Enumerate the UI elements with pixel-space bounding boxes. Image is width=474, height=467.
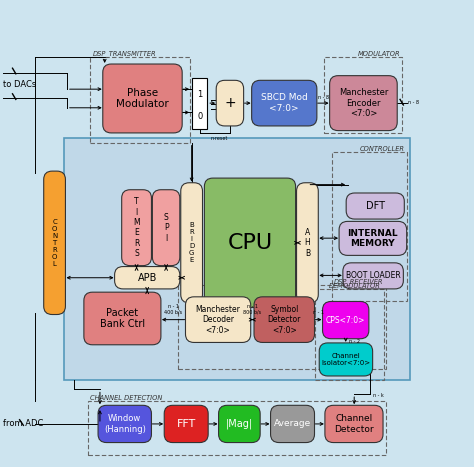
Bar — [91, 57, 190, 143]
Text: CHANNEL DETECTION: CHANNEL DETECTION — [91, 395, 163, 401]
Text: DEMODULATOR: DEMODULATOR — [329, 283, 381, 290]
Text: DFT: DFT — [366, 201, 385, 211]
Text: CPU: CPU — [228, 233, 273, 253]
Text: CONTROLLER: CONTROLLER — [360, 146, 405, 152]
Text: Manchester
Decoder
<7:0>: Manchester Decoder <7:0> — [196, 305, 240, 334]
Text: C
O
N
T
R
O
L: C O N T R O L — [52, 219, 57, 267]
Text: CPS<7:0>: CPS<7:0> — [326, 316, 365, 325]
FancyBboxPatch shape — [271, 405, 315, 443]
Text: n - 1: n - 1 — [313, 310, 324, 315]
FancyBboxPatch shape — [346, 193, 404, 219]
Text: DSP_TRANSMITTER: DSP_TRANSMITTER — [93, 50, 156, 57]
Text: +: + — [224, 96, 236, 110]
Text: INTERNAL
MEMORY: INTERNAL MEMORY — [347, 229, 398, 248]
Bar — [324, 57, 402, 134]
Bar — [192, 78, 207, 129]
Text: S
P
I: S P I — [164, 213, 168, 242]
FancyBboxPatch shape — [115, 267, 180, 289]
Text: Channel
Detector: Channel Detector — [334, 414, 374, 434]
FancyBboxPatch shape — [343, 263, 403, 289]
Text: 0: 0 — [197, 112, 202, 120]
FancyBboxPatch shape — [84, 292, 161, 345]
Text: n - 1
400 b/s: n - 1 400 b/s — [164, 304, 182, 315]
Text: SBCD Mod
<7:0>: SBCD Mod <7:0> — [261, 93, 308, 113]
Bar — [331, 152, 407, 301]
FancyBboxPatch shape — [219, 405, 260, 443]
Bar — [88, 401, 386, 455]
Text: 1: 1 — [197, 90, 202, 99]
Text: Average: Average — [274, 419, 311, 428]
FancyBboxPatch shape — [204, 178, 296, 308]
FancyBboxPatch shape — [153, 190, 180, 266]
FancyBboxPatch shape — [185, 297, 251, 342]
FancyBboxPatch shape — [164, 405, 208, 443]
FancyBboxPatch shape — [339, 221, 407, 255]
FancyBboxPatch shape — [322, 302, 369, 339]
FancyBboxPatch shape — [122, 190, 152, 266]
Text: Window
(Hanning): Window (Hanning) — [104, 414, 146, 434]
FancyBboxPatch shape — [252, 80, 317, 126]
Text: DSP_RECEIVER: DSP_RECEIVER — [334, 278, 383, 285]
Text: B
R
I
D
G
E: B R I D G E — [189, 222, 194, 263]
Text: MODULATOR: MODULATOR — [357, 50, 400, 57]
Text: n - 8: n - 8 — [318, 95, 329, 100]
FancyBboxPatch shape — [103, 64, 182, 133]
Text: BOOT LOADER: BOOT LOADER — [346, 271, 401, 280]
Text: |Mag|: |Mag| — [226, 419, 253, 429]
FancyBboxPatch shape — [44, 171, 65, 314]
Text: T
I
M
E
R
S: T I M E R S — [133, 197, 140, 258]
Text: FFT: FFT — [177, 419, 196, 429]
Text: APB: APB — [137, 273, 157, 283]
Text: A
H
B: A H B — [304, 228, 310, 258]
Text: n - 1
800 b/s: n - 1 800 b/s — [243, 304, 262, 315]
Text: n - 8: n - 8 — [408, 99, 419, 105]
Text: Symbol
Detector
<7:0>: Symbol Detector <7:0> — [268, 305, 301, 334]
Bar — [178, 285, 386, 368]
FancyBboxPatch shape — [297, 183, 318, 303]
FancyBboxPatch shape — [325, 405, 383, 443]
FancyBboxPatch shape — [216, 80, 244, 126]
Text: Channel
Isolator<7:0>: Channel Isolator<7:0> — [321, 353, 371, 366]
Text: Packet
Bank Ctrl: Packet Bank Ctrl — [100, 308, 145, 329]
Text: n-reset: n-reset — [211, 136, 228, 141]
FancyBboxPatch shape — [181, 183, 202, 303]
Text: to DACs: to DACs — [3, 80, 36, 89]
FancyBboxPatch shape — [329, 76, 397, 131]
Text: from ADC: from ADC — [3, 419, 44, 428]
Text: n - k: n - k — [373, 393, 383, 397]
FancyBboxPatch shape — [254, 297, 315, 342]
Text: n - 2: n - 2 — [349, 339, 361, 344]
Bar — [315, 290, 383, 380]
Text: Manchester
Encoder
<7:0>: Manchester Encoder <7:0> — [339, 88, 388, 118]
Text: Phase
Modulator: Phase Modulator — [116, 88, 169, 109]
FancyBboxPatch shape — [319, 343, 373, 376]
FancyBboxPatch shape — [98, 405, 152, 443]
Bar — [64, 138, 410, 380]
